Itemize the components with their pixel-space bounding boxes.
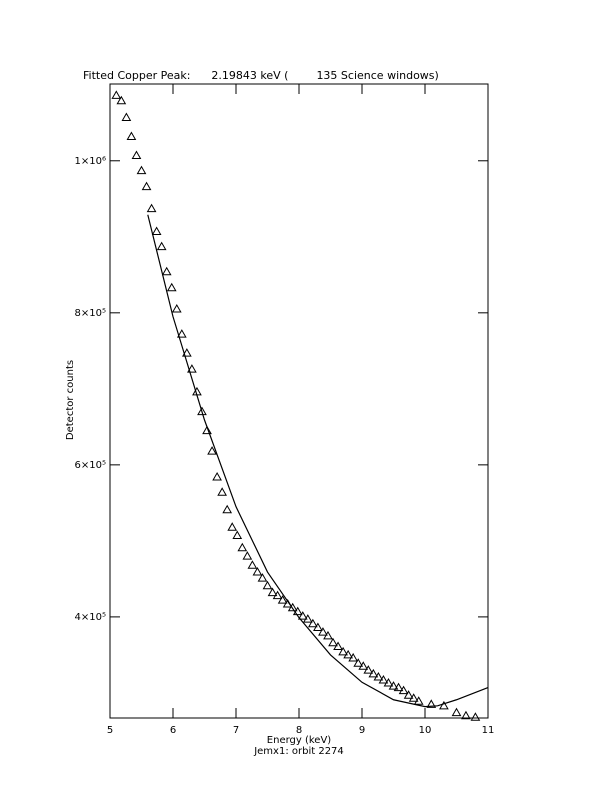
data-point xyxy=(338,646,348,656)
y-axis-label: Detector counts xyxy=(65,360,76,440)
data-point xyxy=(318,627,328,636)
chart-title: Fitted Copper Peak: 2.19843 keV ( 135 Sc… xyxy=(83,69,439,82)
data-point xyxy=(212,472,222,481)
data-point xyxy=(358,661,369,670)
y-tick-label: 6×10⁵ xyxy=(75,460,106,471)
data-point xyxy=(171,304,182,313)
data-point xyxy=(439,700,449,710)
x-tick-label: 9 xyxy=(359,725,365,736)
y-tick-label: 4×10⁵ xyxy=(75,612,106,623)
data-point xyxy=(181,348,192,357)
x-tick-label: 8 xyxy=(296,725,302,736)
data-point xyxy=(262,580,273,590)
fit-line xyxy=(147,214,489,708)
data-point xyxy=(451,707,462,717)
data-point xyxy=(187,364,197,373)
data-point xyxy=(398,685,409,695)
data-point xyxy=(287,602,298,612)
data-point xyxy=(126,131,137,140)
subtitle: Jemx1: orbit 2274 xyxy=(253,746,344,757)
data-point xyxy=(313,622,323,632)
data-point xyxy=(267,587,278,597)
data-point xyxy=(257,573,268,582)
data-point xyxy=(383,678,394,687)
data-point xyxy=(373,671,384,681)
data-point xyxy=(237,542,248,552)
data-point xyxy=(393,682,404,692)
data-point xyxy=(111,90,122,99)
data-point xyxy=(363,665,374,674)
data-point xyxy=(227,522,238,531)
data-point xyxy=(388,681,399,690)
data-point xyxy=(146,203,157,213)
data-point xyxy=(343,649,354,659)
x-tick-label: 10 xyxy=(419,725,432,736)
data-point xyxy=(121,112,132,121)
data-point xyxy=(151,226,162,235)
data-point xyxy=(292,606,303,616)
x-axis-label: Energy (keV) xyxy=(267,735,332,746)
data-point xyxy=(176,329,187,338)
data-point xyxy=(307,618,318,628)
data-point xyxy=(426,699,437,708)
data-point xyxy=(136,165,147,175)
data-point xyxy=(333,641,343,651)
data-point xyxy=(328,637,338,647)
data-point xyxy=(207,446,217,455)
x-tick-label: 11 xyxy=(482,725,495,736)
data-point xyxy=(461,710,471,720)
data-point xyxy=(116,95,127,105)
plot-frame xyxy=(109,83,489,719)
data-point xyxy=(252,567,263,576)
x-tick-label: 6 xyxy=(170,725,176,736)
data-point xyxy=(348,652,359,662)
data-point xyxy=(156,241,167,251)
data-point xyxy=(202,425,212,435)
data-point xyxy=(161,266,172,276)
data-point xyxy=(247,560,258,569)
data-point xyxy=(403,690,414,699)
data-point xyxy=(222,504,233,514)
data-point xyxy=(368,668,379,678)
data-point xyxy=(131,150,142,159)
data-point xyxy=(141,181,152,191)
data-point xyxy=(323,630,333,640)
data-point xyxy=(353,658,364,667)
data-point xyxy=(297,611,308,620)
data-point xyxy=(217,487,228,496)
data-point xyxy=(232,530,243,540)
x-tick-label: 7 xyxy=(233,725,239,736)
data-point xyxy=(272,590,283,600)
data-point xyxy=(413,696,424,705)
data-point xyxy=(408,693,419,702)
y-tick-label: 8×10⁵ xyxy=(75,308,106,319)
data-point xyxy=(166,282,177,292)
data-point xyxy=(302,614,313,623)
data-point xyxy=(197,406,207,416)
y-tick-label: 1×10⁶ xyxy=(75,156,106,167)
data-point xyxy=(277,595,288,604)
data-point xyxy=(378,674,389,684)
data-point xyxy=(242,551,253,560)
data-point xyxy=(470,712,481,721)
x-tick-label: 5 xyxy=(107,725,113,736)
